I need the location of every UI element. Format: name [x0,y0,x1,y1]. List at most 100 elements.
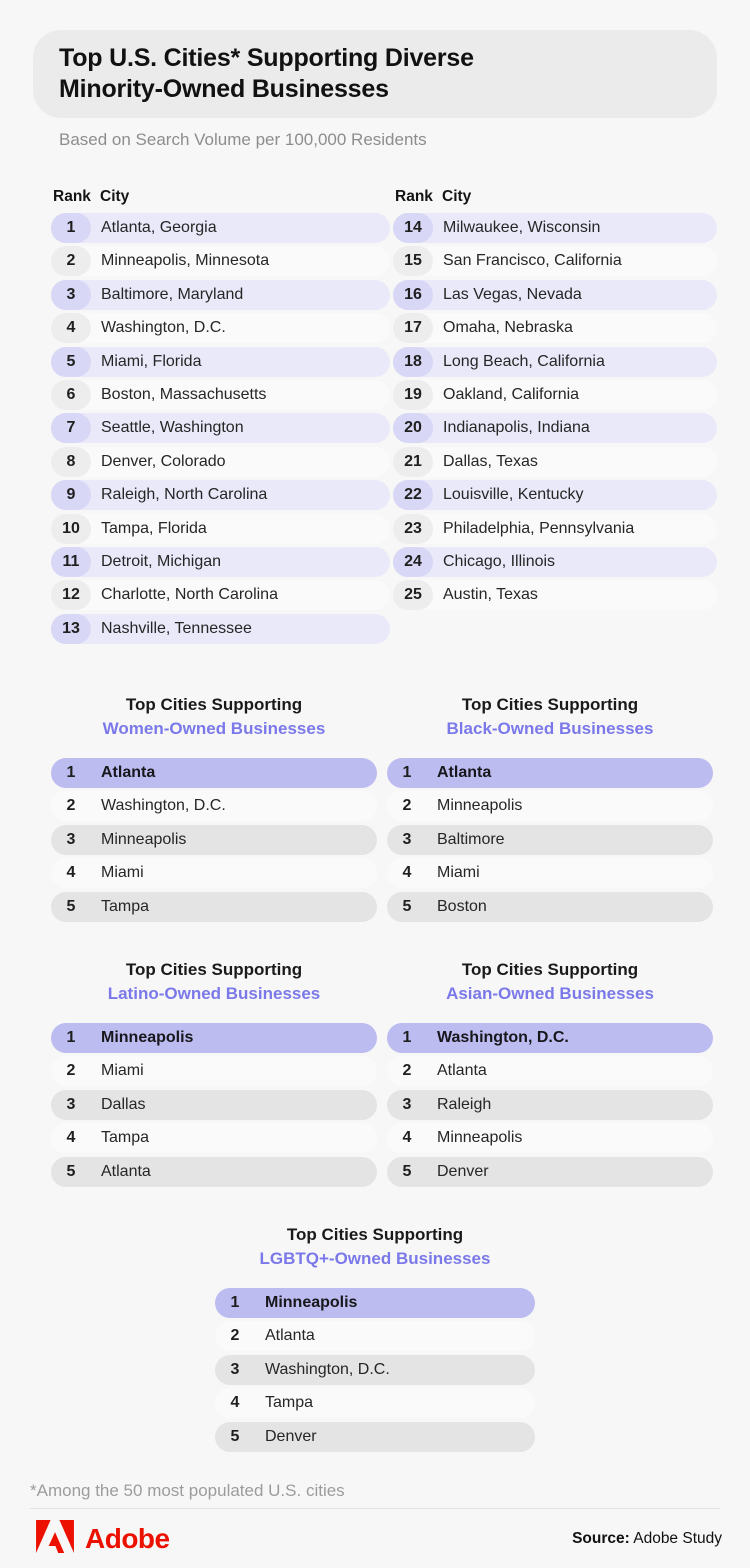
table-row: 2 Atlanta [215,1321,535,1352]
city-label: Minneapolis [437,1129,523,1147]
table-row: 1 Minneapolis [51,1023,377,1053]
rank-badge: 25 [393,580,433,611]
table-row: 15 San Francisco, California [393,246,717,277]
subtable-rows: 1 Minneapolis 2 Miami 3 Dallas 4 Tampa 5 Atlanta [51,1023,377,1187]
table-row: 5 Denver [387,1156,713,1187]
table-row: 11 Detroit, Michigan [51,546,390,577]
city-label: Atlanta [265,1327,315,1345]
rank-badge: 16 [393,279,433,310]
table-row: 22 Louisville, Kentucky [393,480,717,511]
subtable-title: Top Cities Supporting [461,960,639,979]
city-label: Raleigh [437,1095,492,1113]
table-row: 1 Washington, D.C. [387,1023,713,1053]
city-label: Omaha, Nebraska [443,319,573,337]
rank-badge: 4 [402,864,412,882]
rank-badge: 5 [66,897,76,915]
rank-badge: 17 [393,313,433,344]
rank-badge: 18 [393,346,433,377]
source-credit: Source: Adobe Study [572,1530,722,1548]
city-label: Atlanta [437,764,492,781]
rank-badge: 3 [402,1095,412,1113]
city-header: City [442,188,472,205]
city-label: Boston, Massachusetts [101,385,267,403]
table-row: 5 Miami, Florida [51,346,390,377]
rank-badge: 11 [51,546,91,577]
rank-badge: 23 [393,513,433,544]
table-row: 3 Raleigh [387,1089,713,1120]
table-row: 2 Atlanta [387,1056,713,1087]
subtable-asian-owned: Top Cities Supporting Asian-Owned Busine… [387,958,713,1190]
city-label: Tampa, Florida [101,519,207,537]
city-label: Detroit, Michigan [101,552,222,570]
city-label: Milwaukee, Wisconsin [443,219,601,236]
city-label: Minneapolis [101,1029,194,1046]
table-row: 2 Washington, D.C. [51,791,377,822]
subtable-title: Top Cities Supporting [461,695,639,714]
table-row: 1 Atlanta [51,758,377,788]
table-row: 5 Denver [215,1421,535,1452]
rank-badge: 12 [51,580,91,611]
rank-badge: 5 [66,1162,76,1180]
city-label: Denver, Colorado [101,452,226,470]
subtable-rows: 1 Atlanta 2 Minneapolis 3 Baltimore 4 Miami 5 Bos… [387,758,713,922]
city-label: Minneapolis [437,797,523,815]
city-label: Minneapolis, Minnesota [101,252,270,270]
city-label: Long Beach, California [443,352,605,370]
subtable-category-title: Latino-Owned Businesses [107,984,321,1003]
table-row: 2 Miami [51,1056,377,1087]
city-label: Boston [437,897,487,915]
rank-header: Rank [53,188,91,205]
city-label: Miami [437,864,480,882]
rank-badge: 20 [393,413,433,444]
city-label: Denver [265,1427,317,1445]
rank-badge: 1 [402,1029,412,1046]
subtable-latino-owned: Top Cities Supporting Latino-Owned Busin… [51,958,377,1190]
subtable-rows: 1 Atlanta 2 Washington, D.C. 3 Minneapolis 4 Mi… [51,758,377,922]
city-label: Miami [101,1062,144,1080]
rank-badge: 4 [66,1129,76,1147]
city-label: Tampa [265,1394,314,1412]
rank-badge: 3 [66,1095,76,1113]
rank-badge: 21 [393,446,433,477]
rank-badge: 19 [393,379,433,410]
rank-badge: 4 [51,313,91,344]
table-row: 12 Charlotte, North Carolina [51,580,390,611]
table-row: 9 Raleigh, North Carolina [51,480,390,511]
city-label: Minneapolis [101,830,187,848]
city-label: Atlanta [101,764,156,781]
city-label: Charlotte, North Carolina [101,586,278,604]
adobe-logo-icon [36,1520,74,1558]
rank-badge: 5 [402,1162,412,1180]
table-row: 21 Dallas, Texas [393,446,717,477]
table-row: 4 Miami [387,858,713,889]
city-label: Seattle, Washington [101,419,244,437]
table-row: 20 Indianapolis, Indiana [393,413,717,444]
city-label: San Francisco, California [443,252,622,270]
city-label: Indianapolis, Indiana [443,419,590,437]
table-row: 18 Long Beach, California [393,346,717,377]
city-label: Philadelphia, Pennsylvania [443,519,635,537]
table-row: 8 Denver, Colorado [51,446,390,477]
table-row: 4 Minneapolis [387,1123,713,1154]
rank-badge: 5 [51,346,91,377]
ranking-rows: 14 Milwaukee, Wisconsin 15 San Francisco, C… [393,213,717,611]
city-label: Miami [101,864,144,882]
rank-badge: 1 [51,213,91,243]
table-row: 16 Las Vegas, Nevada [393,279,717,310]
table-row: 24 Chicago, Illinois [393,546,717,577]
page-title: Top U.S. Cities* Supporting Diverse Mino… [59,43,691,105]
table-row: 10 Tampa, Florida [51,513,390,544]
city-label: Austin, Texas [443,586,538,604]
table-row: 3 Baltimore, Maryland [51,279,390,310]
subtable-category-title: LGBTQ+-Owned Businesses [259,1249,491,1268]
subtable-women-owned: Top Cities Supporting Women-Owned Busine… [51,693,377,925]
table-row: 4 Washington, D.C. [51,313,390,344]
subtable-category-title: Black-Owned Businesses [446,719,654,738]
table-row: 1 Atlanta, Georgia [51,213,390,243]
rank-header: Rank [395,188,433,205]
table-row: 17 Omaha, Nebraska [393,313,717,344]
rank-badge: 3 [230,1360,240,1378]
city-label: Oakland, California [443,385,580,403]
city-label: Nashville, Tennessee [101,619,252,637]
city-label: Washington, D.C. [265,1360,390,1378]
